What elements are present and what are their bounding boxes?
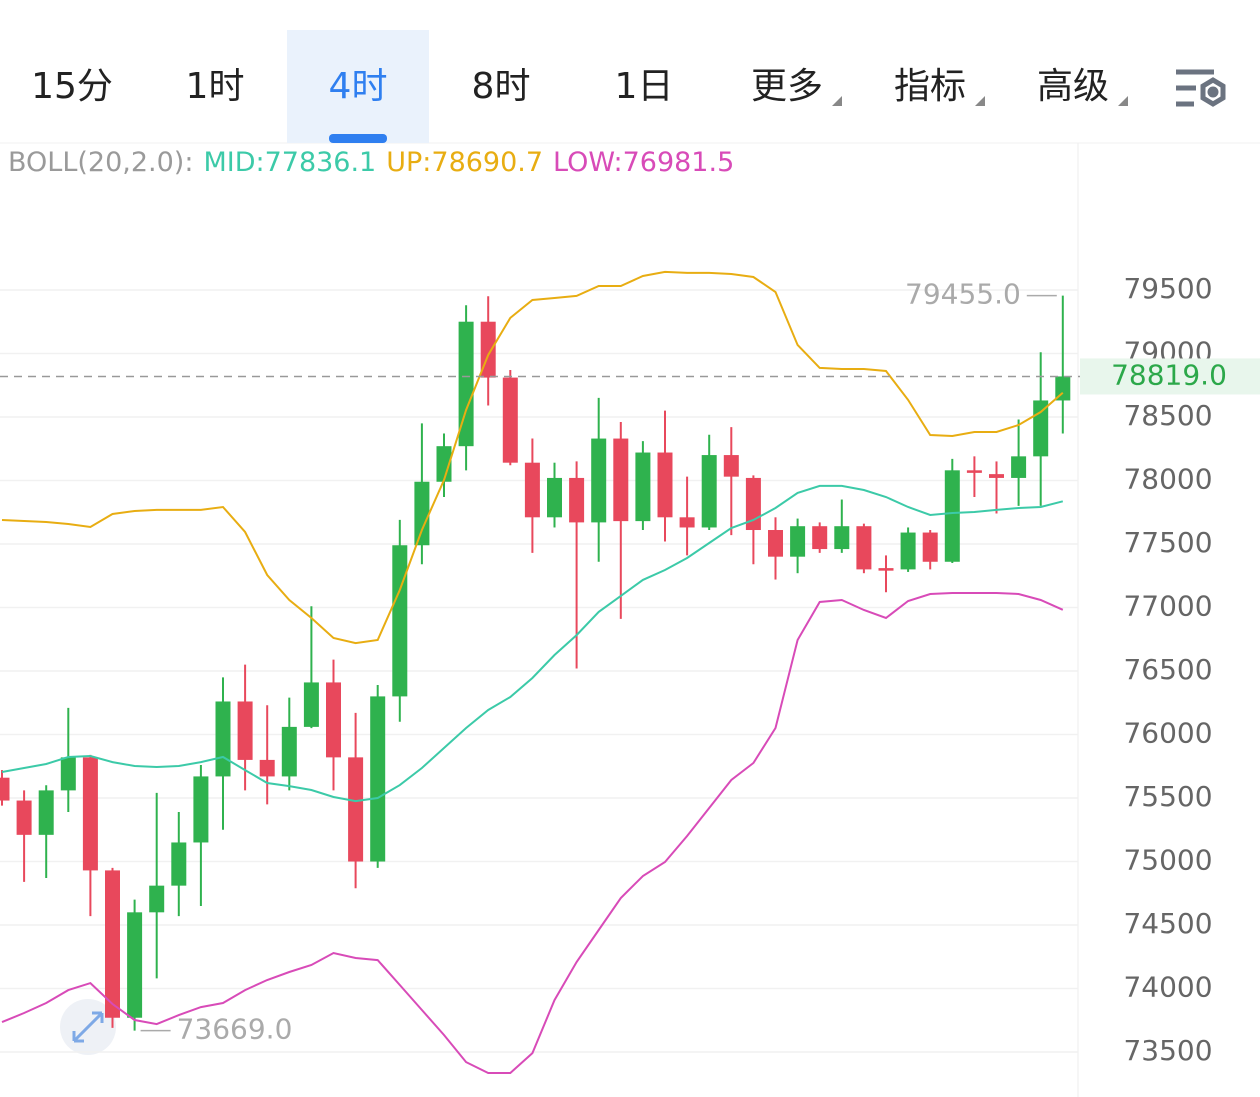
candle-body <box>60 757 76 791</box>
candle-body <box>966 470 982 473</box>
boll-line <box>1 592 1064 1074</box>
candle-body <box>458 321 474 447</box>
candle-body <box>392 545 408 697</box>
candle-body <box>326 682 341 758</box>
candle-body <box>0 777 10 801</box>
candle-body <box>701 455 717 528</box>
candle-body <box>149 885 165 913</box>
tab[interactable]: 高级 <box>1037 66 1109 107</box>
candle-body <box>723 455 739 477</box>
candle-body <box>834 526 850 550</box>
candle-body <box>856 526 872 570</box>
active-tab-bg <box>287 30 429 143</box>
candle-body <box>105 870 120 1018</box>
y-tick-label: 77500 <box>1123 526 1212 559</box>
legend-entry: UP:78690.7 <box>386 147 543 178</box>
candle-body <box>171 842 187 886</box>
active-tab-underline <box>329 134 387 143</box>
tab[interactable]: 4时 <box>329 66 388 107</box>
y-tick-label: 77000 <box>1123 589 1212 622</box>
indicator-legend: BOLL(20,2.0): MID:77836.1 UP:78690.7 LOW:76… <box>8 147 734 178</box>
menu-indicator <box>1118 96 1128 106</box>
candle-body <box>303 682 319 727</box>
candle-body <box>414 481 430 546</box>
boll-line <box>1 270 1064 645</box>
legend-entry: LOW:76981.5 <box>553 147 734 178</box>
legend-entry: MID:77836.1 <box>203 147 376 178</box>
y-tick-label: 78500 <box>1123 399 1212 432</box>
candle-body <box>657 452 673 518</box>
boll-line <box>1 484 1064 803</box>
candle-body <box>768 530 783 557</box>
candle-body <box>812 526 828 550</box>
candle-body <box>127 912 143 1018</box>
candle-body <box>922 532 938 562</box>
candle-body <box>989 474 1004 478</box>
candle-body <box>790 526 806 557</box>
candle-body <box>944 470 960 562</box>
candle-body <box>38 790 54 835</box>
extreme-label: 79455.0 <box>905 278 1021 311</box>
candle-body <box>1011 456 1027 478</box>
y-tick-label: 75500 <box>1123 780 1212 813</box>
last-price-label: 78819.0 <box>1111 358 1227 391</box>
tab[interactable]: 8时 <box>472 66 531 107</box>
candle-body <box>547 477 562 518</box>
candle-body <box>16 800 32 835</box>
candle-body <box>215 701 231 777</box>
candle-body <box>900 532 916 570</box>
candle-body <box>348 757 364 862</box>
menu-indicator <box>975 96 985 106</box>
menu-indicator <box>832 96 842 106</box>
y-tick-label: 76500 <box>1123 653 1212 686</box>
candle-body <box>237 701 253 760</box>
candle-body <box>281 726 297 777</box>
last-price-bg <box>1080 358 1260 395</box>
y-tick-label: 79500 <box>1123 272 1212 305</box>
expand-button[interactable] <box>60 999 116 1055</box>
candle-body <box>436 446 452 482</box>
candle-body <box>1055 376 1071 401</box>
candle-body <box>569 477 585 523</box>
indicator-name: BOLL(20,2.0): <box>8 147 193 178</box>
y-tick-label: 73500 <box>1123 1034 1212 1067</box>
y-tick-label: 74500 <box>1123 907 1212 940</box>
candle-body <box>591 438 607 523</box>
y-tick-label: 78000 <box>1123 462 1212 495</box>
candle-body <box>524 462 540 518</box>
candle-body <box>679 517 695 528</box>
candle-body <box>259 759 275 777</box>
tab[interactable]: 指标 <box>894 66 966 107</box>
settings-icon[interactable] <box>1176 69 1226 107</box>
candle-body <box>1033 400 1049 457</box>
y-tick-label: 74000 <box>1123 971 1212 1004</box>
y-tick-label: 75000 <box>1123 844 1212 877</box>
candle-body <box>878 568 894 571</box>
tab[interactable]: 1时 <box>186 66 245 107</box>
candle-body <box>82 757 98 871</box>
tab[interactable]: 1日 <box>615 66 674 107</box>
candle-body <box>193 776 209 843</box>
tab[interactable]: 更多 <box>751 66 823 107</box>
extreme-label: 73669.0 <box>177 1013 293 1046</box>
candle-body <box>635 452 651 522</box>
tab[interactable]: 15分 <box>31 66 113 107</box>
y-tick-label: 76000 <box>1123 717 1212 750</box>
candle-body <box>502 377 518 463</box>
candle-body <box>370 696 386 862</box>
candle-body <box>613 438 629 522</box>
